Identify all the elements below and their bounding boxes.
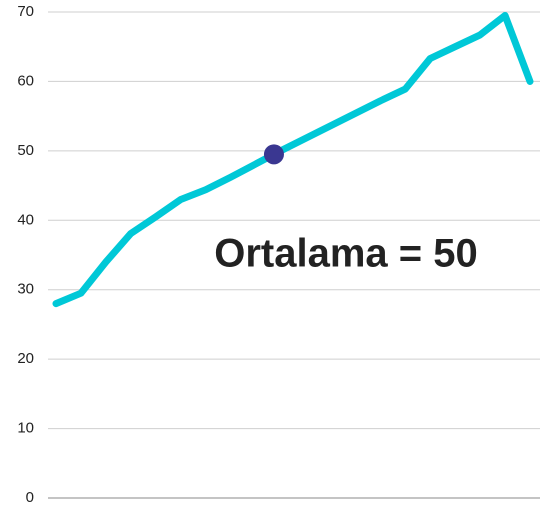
- y-tick-label: 0: [26, 489, 34, 506]
- marker: [263, 144, 284, 165]
- y-tick-label: 40: [17, 211, 34, 228]
- plot: [52, 11, 534, 308]
- y-tick-label: 10: [17, 420, 34, 437]
- y-tick-label: 70: [17, 3, 34, 20]
- y-tick-label: 20: [17, 350, 34, 367]
- line: [52, 11, 534, 308]
- annotation: Ortalama = 50: [214, 232, 478, 276]
- y-tick-label: 30: [17, 281, 34, 298]
- y-tick-label: 60: [17, 72, 34, 89]
- y-tick-label: 50: [17, 142, 34, 159]
